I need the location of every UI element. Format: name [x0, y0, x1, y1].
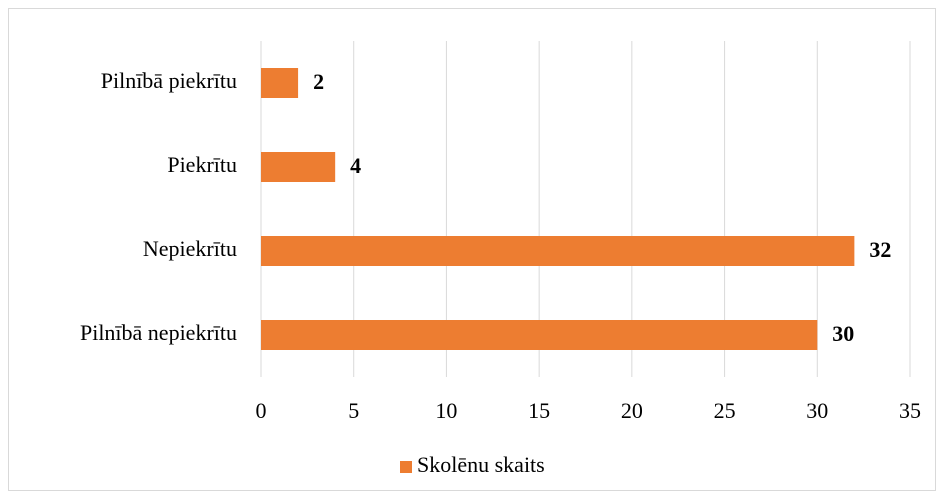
y-tick-label: Pilnībā nepiekrītu — [80, 320, 237, 345]
x-tick-label: 5 — [348, 398, 359, 423]
y-tick-label: Pilnībā piekrītu — [101, 68, 237, 93]
x-tick-label: 35 — [899, 398, 921, 423]
x-tick-label: 15 — [528, 398, 550, 423]
bar — [261, 236, 855, 266]
x-tick-label: 20 — [621, 398, 643, 423]
data-label: 32 — [869, 237, 891, 262]
bar — [261, 68, 299, 98]
legend-label: Skolēnu skaits — [417, 452, 545, 477]
x-tick-label: 10 — [435, 398, 457, 423]
y-tick-label: Piekrītu — [167, 152, 237, 177]
data-label: 30 — [832, 321, 854, 346]
bar — [261, 320, 818, 350]
x-tick-label: 30 — [806, 398, 828, 423]
legend-swatch — [400, 461, 412, 473]
x-tick-label: 0 — [256, 398, 267, 423]
x-tick-label: 25 — [714, 398, 736, 423]
y-tick-label: Nepiekrītu — [143, 236, 237, 261]
data-label: 4 — [350, 153, 361, 178]
bar — [261, 152, 336, 182]
data-label: 2 — [313, 69, 324, 94]
